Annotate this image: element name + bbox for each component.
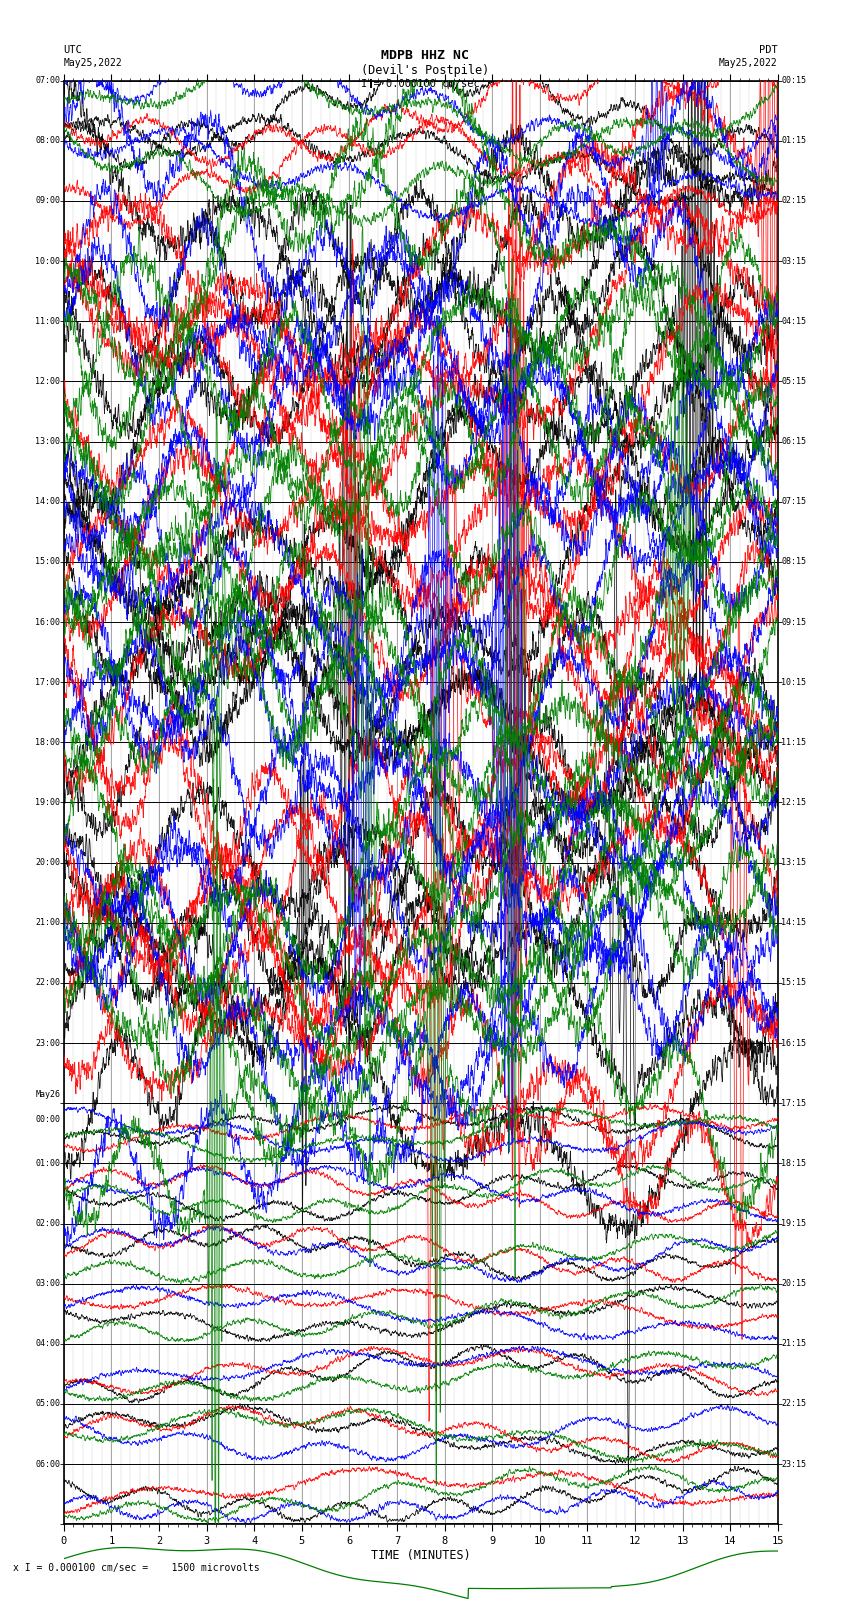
Text: 18:00: 18:00 bbox=[35, 737, 60, 747]
Text: 08:15: 08:15 bbox=[781, 558, 807, 566]
Text: 12:00: 12:00 bbox=[35, 377, 60, 386]
Text: PDT: PDT bbox=[759, 45, 778, 55]
Text: 10:00: 10:00 bbox=[35, 256, 60, 266]
Text: 17:00: 17:00 bbox=[35, 677, 60, 687]
Text: 04:00: 04:00 bbox=[35, 1339, 60, 1348]
X-axis label: TIME (MINUTES): TIME (MINUTES) bbox=[371, 1548, 471, 1561]
Text: 06:15: 06:15 bbox=[781, 437, 807, 447]
Text: 15:15: 15:15 bbox=[781, 979, 807, 987]
Text: 01:15: 01:15 bbox=[781, 137, 807, 145]
Text: May25,2022: May25,2022 bbox=[719, 58, 778, 68]
Text: 12:15: 12:15 bbox=[781, 798, 807, 806]
Text: 03:15: 03:15 bbox=[781, 256, 807, 266]
Text: 05:00: 05:00 bbox=[35, 1400, 60, 1408]
Text: 14:15: 14:15 bbox=[781, 918, 807, 927]
Text: 01:00: 01:00 bbox=[35, 1158, 60, 1168]
Text: 19:15: 19:15 bbox=[781, 1219, 807, 1227]
Text: I = 0.000100 cm/sec: I = 0.000100 cm/sec bbox=[361, 79, 480, 89]
Text: 02:15: 02:15 bbox=[781, 197, 807, 205]
Text: 17:15: 17:15 bbox=[781, 1098, 807, 1108]
Text: 15:00: 15:00 bbox=[35, 558, 60, 566]
Text: 08:00: 08:00 bbox=[35, 137, 60, 145]
Text: 09:00: 09:00 bbox=[35, 197, 60, 205]
Text: 04:15: 04:15 bbox=[781, 316, 807, 326]
Text: 18:15: 18:15 bbox=[781, 1158, 807, 1168]
Text: 22:15: 22:15 bbox=[781, 1400, 807, 1408]
Text: 07:15: 07:15 bbox=[781, 497, 807, 506]
Text: x I = 0.000100 cm/sec =    1500 microvolts: x I = 0.000100 cm/sec = 1500 microvolts bbox=[13, 1563, 259, 1573]
Text: 00:15: 00:15 bbox=[781, 76, 807, 85]
Text: 20:15: 20:15 bbox=[781, 1279, 807, 1289]
Text: 02:00: 02:00 bbox=[35, 1219, 60, 1227]
Text: May25,2022: May25,2022 bbox=[64, 58, 122, 68]
Text: 22:00: 22:00 bbox=[35, 979, 60, 987]
Text: May26: May26 bbox=[35, 1090, 60, 1098]
Text: 11:00: 11:00 bbox=[35, 316, 60, 326]
Text: 07:00: 07:00 bbox=[35, 76, 60, 85]
Text: MDPB HHZ NC: MDPB HHZ NC bbox=[381, 48, 469, 63]
Text: 23:15: 23:15 bbox=[781, 1460, 807, 1468]
Text: 10:15: 10:15 bbox=[781, 677, 807, 687]
Text: 13:00: 13:00 bbox=[35, 437, 60, 447]
Text: 13:15: 13:15 bbox=[781, 858, 807, 868]
Text: 06:00: 06:00 bbox=[35, 1460, 60, 1468]
Text: 03:00: 03:00 bbox=[35, 1279, 60, 1289]
Text: 14:00: 14:00 bbox=[35, 497, 60, 506]
Text: UTC: UTC bbox=[64, 45, 82, 55]
Text: 16:15: 16:15 bbox=[781, 1039, 807, 1047]
Text: 05:15: 05:15 bbox=[781, 377, 807, 386]
Text: (Devil's Postpile): (Devil's Postpile) bbox=[361, 63, 489, 77]
Text: 21:00: 21:00 bbox=[35, 918, 60, 927]
Text: 16:00: 16:00 bbox=[35, 618, 60, 626]
Text: 11:15: 11:15 bbox=[781, 737, 807, 747]
Text: 09:15: 09:15 bbox=[781, 618, 807, 626]
Text: 00:00: 00:00 bbox=[35, 1115, 60, 1124]
Text: 20:00: 20:00 bbox=[35, 858, 60, 868]
Text: 19:00: 19:00 bbox=[35, 798, 60, 806]
Text: 23:00: 23:00 bbox=[35, 1039, 60, 1047]
Text: 21:15: 21:15 bbox=[781, 1339, 807, 1348]
